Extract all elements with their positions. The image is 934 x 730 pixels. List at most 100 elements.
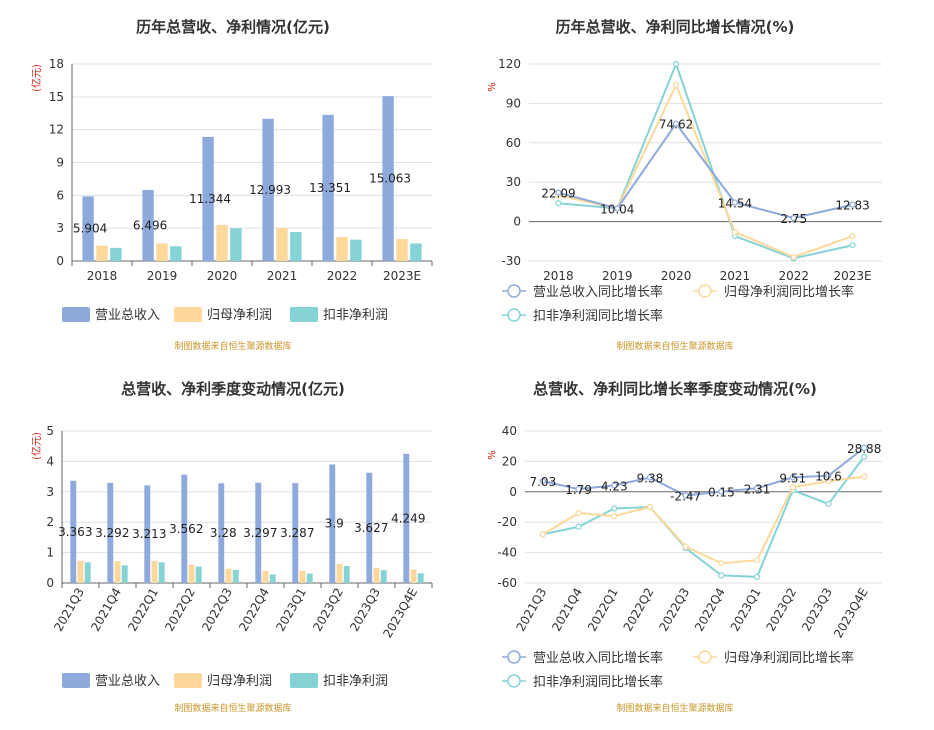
x-tick-label: 2022Q1 [585, 586, 621, 634]
data-label: 3.28 [210, 526, 237, 540]
bar-revenue [262, 118, 274, 262]
y-tick-label: 20 [502, 454, 517, 468]
source-note: 制图数据来自恒生聚源数据库 [616, 702, 733, 714]
bar-parent-profit [188, 564, 195, 583]
bar-deducted-profit [84, 562, 91, 583]
x-tick-label: 2018 [87, 269, 118, 283]
x-tick-label: 2023E [383, 269, 421, 283]
legend-label: 营业总收入同比增长率 [533, 650, 663, 666]
y-tick-label: 6 [56, 188, 64, 202]
legend-swatch [290, 673, 318, 688]
data-label: 3.562 [169, 522, 203, 536]
bar-revenue [70, 480, 77, 583]
data-point-revenue-growth [614, 205, 621, 212]
data-point-deducted-profit-growth [672, 60, 680, 68]
legend-swatch [62, 673, 90, 688]
data-point-revenue-growth [753, 485, 761, 492]
quarterly-revenue-profit-chart: 总营收、净利季度变动情况(亿元) (亿元) 0 1 2 3 4 5 2021Q3 3.363 202… [30, 380, 433, 714]
y-tick-label: -60 [497, 576, 517, 590]
x-tick-label: 2023Q1 [728, 586, 764, 634]
data-point-revenue-growth [611, 482, 618, 489]
y-axis-unit: (亿元) [30, 64, 43, 92]
y-axis-unit: % [487, 82, 498, 92]
data-point-revenue-growth [682, 492, 689, 499]
data-point-parent-profit-growth [849, 232, 856, 240]
data-label: 4.23 [601, 479, 628, 493]
data-label: -2.47 [670, 490, 701, 504]
x-tick-label: 2021Q3 [51, 586, 87, 634]
bar-parent-profit [396, 239, 408, 261]
bar-revenue [107, 482, 114, 583]
data-label: 0.15 [708, 486, 735, 500]
bar-parent-profit [96, 245, 108, 261]
data-point-parent-profit-growth [539, 531, 546, 538]
y-tick-label: 40 [502, 424, 517, 438]
bar-revenue [82, 196, 94, 261]
bar-deducted-profit [170, 246, 182, 261]
y-tick-label: 18 [49, 57, 64, 71]
data-point-parent-profit-growth [753, 557, 761, 564]
data-point-revenue-growth [825, 472, 832, 479]
data-point-revenue-growth [672, 120, 680, 127]
bar-deducted-profit [121, 565, 128, 583]
x-tick-label: 2020 [207, 269, 238, 283]
data-point-deducted-profit-growth [861, 453, 868, 460]
x-tick-label: 2023Q3 [347, 586, 383, 634]
bar-revenue [403, 453, 410, 583]
data-label: 9.51 [779, 471, 806, 485]
bar-parent-profit [151, 560, 158, 583]
y-tick-label: 15 [49, 90, 64, 104]
x-tick-label: 2022 [327, 269, 358, 283]
bar-parent-profit [216, 224, 228, 261]
data-point-parent-profit-growth [611, 513, 618, 520]
y-tick-label: 0 [509, 485, 517, 499]
data-label: 74.62 [659, 118, 693, 132]
data-label: 10.04 [600, 202, 634, 216]
bar-deducted-profit [230, 228, 242, 261]
bar-deducted-profit [195, 566, 202, 583]
y-tick-label: 0 [513, 215, 521, 229]
series-line-parent-profit-growth [558, 82, 853, 259]
bar-deducted-profit [410, 243, 422, 261]
bar-revenue [322, 114, 334, 261]
data-point-parent-profit-growth [731, 229, 739, 236]
y-tick-label: -20 [497, 515, 517, 529]
quarterly-growth-chart: 总营收、净利同比增长率季度变动情况(%)% -60 -40 -20 0 20 40 2021Q… [487, 380, 882, 714]
legend-label: 扣非净利润同比增长率 [533, 674, 663, 690]
x-tick-label: 2023Q4E [831, 586, 871, 641]
annual-growth-panel: 历年总营收、净利同比增长情况(%)% -30 0 30 60 90 120 2018 2019 2… [467, 0, 934, 365]
quarterly-revenue-profit-panel: 总营收、净利季度变动情况(亿元) (亿元) 0 1 2 3 4 5 2021Q3 3.363 202… [0, 365, 467, 730]
x-tick-label: 2021Q3 [514, 586, 550, 634]
legend-label: 营业总收入 [95, 674, 160, 689]
series-line-deducted-profit-growth [542, 456, 865, 578]
bar-revenue [382, 96, 394, 262]
bar-parent-profit [156, 243, 168, 261]
data-label: 14.54 [718, 197, 752, 211]
legend-swatch [62, 307, 90, 322]
bar-revenue [255, 482, 262, 583]
x-tick-label: 2021Q4 [88, 586, 124, 634]
bar-deducted-profit [269, 574, 276, 583]
legend-marker [698, 650, 712, 664]
data-point-revenue-growth [539, 478, 546, 485]
x-tick-label: 2023Q4E [380, 586, 420, 641]
annual-revenue-profit-panel: 历年总营收、净利情况(亿元) (亿元) 0 3 6 9 12 15 18 2018 5.904 201… [0, 0, 467, 365]
x-tick-label: 2022Q1 [125, 586, 161, 634]
data-label: 3.297 [243, 526, 277, 540]
bar-revenue [181, 474, 188, 583]
data-label: 4.249 [391, 511, 425, 525]
x-tick-label: 2022 [778, 269, 809, 283]
data-point-parent-profit-growth [646, 503, 654, 511]
y-tick-label: 4 [46, 454, 54, 468]
data-point-revenue-growth [646, 474, 654, 481]
x-tick-label: 2022Q2 [162, 586, 198, 634]
bar-revenue [202, 136, 214, 261]
y-tick-label: 90 [506, 96, 521, 110]
data-label: 3.287 [280, 526, 314, 540]
data-point-revenue-growth [575, 485, 582, 493]
annual-growth-chart: 历年总营收、净利同比增长情况(%)% -30 0 30 60 90 120 2018 2019 2… [487, 18, 882, 352]
data-label: 9.38 [637, 472, 664, 486]
data-point-revenue-growth [849, 201, 856, 208]
data-label: 1.79 [565, 483, 592, 497]
data-label: 5.904 [73, 222, 107, 236]
